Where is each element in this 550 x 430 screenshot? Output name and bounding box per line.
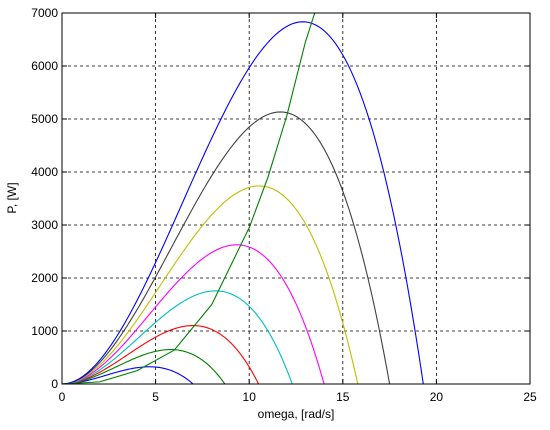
series-line-8 xyxy=(61,21,424,385)
series-group xyxy=(61,21,424,385)
y-tick-labels: 0 1000 2000 3000 4000 5000 6000 7000 xyxy=(31,6,58,391)
y-tick-label: 3000 xyxy=(31,218,58,232)
plot-frame xyxy=(61,12,531,385)
grid xyxy=(62,13,530,384)
x-tick-label: 15 xyxy=(336,390,350,404)
series-line-5 xyxy=(61,244,325,385)
x-axis-label: omega, [rad/s] xyxy=(258,407,335,421)
mpp-locus-line xyxy=(61,12,316,385)
y-tick-label: 0 xyxy=(51,377,58,391)
series-line-1 xyxy=(61,366,194,385)
x-tick-labels: 0 5 10 15 20 25 xyxy=(59,390,537,404)
x-tick-label: 10 xyxy=(243,390,257,404)
y-tick-label: 4000 xyxy=(31,165,58,179)
mpp-locus-group xyxy=(61,12,316,385)
x-tick-label: 25 xyxy=(523,390,537,404)
x-tick-label: 20 xyxy=(430,390,444,404)
x-tick-label: 5 xyxy=(152,390,159,404)
y-tick-label: 6000 xyxy=(31,59,58,73)
y-tick-label: 7000 xyxy=(31,6,58,20)
y-axis-label: P, [W] xyxy=(5,182,19,213)
series-line-4 xyxy=(61,290,293,385)
axis-ticks xyxy=(61,12,531,385)
x-tick-label: 0 xyxy=(59,390,66,404)
plot-area-background xyxy=(62,13,530,384)
series-line-3 xyxy=(61,324,260,385)
y-tick-label: 1000 xyxy=(31,324,58,338)
series-line-7 xyxy=(61,111,391,385)
series-line-6 xyxy=(61,185,359,385)
series-line-2 xyxy=(61,349,226,385)
y-tick-label: 5000 xyxy=(31,112,58,126)
y-tick-label: 2000 xyxy=(31,271,58,285)
